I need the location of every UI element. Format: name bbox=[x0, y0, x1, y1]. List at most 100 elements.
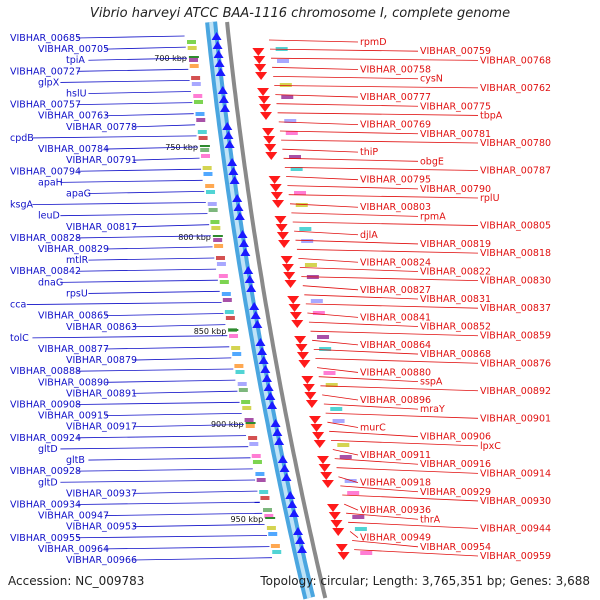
reverse-gene-arrow bbox=[295, 344, 308, 352]
left-gene-label: cca bbox=[10, 300, 26, 311]
feature-block bbox=[234, 364, 244, 368]
right-gene-label: sspA bbox=[420, 377, 443, 388]
left-leader-line bbox=[77, 268, 217, 272]
left-leader-line bbox=[133, 324, 226, 328]
reverse-gene-arrow bbox=[258, 96, 271, 104]
forward-gene-arrow bbox=[219, 104, 230, 112]
left-gene-label: VIBHAR_00865 bbox=[38, 311, 109, 322]
feature-block bbox=[352, 515, 365, 519]
forward-gene-arrow bbox=[252, 320, 263, 328]
right-gene-label: VIBHAR_00827 bbox=[360, 285, 431, 296]
left-leader-line bbox=[77, 468, 253, 472]
right-gene-label: VIBHAR_00914 bbox=[480, 468, 551, 479]
forward-gene-arrow bbox=[228, 167, 239, 175]
map-title: Vibrio harveyi ATCC BAA-1116 chromosome … bbox=[89, 6, 511, 21]
reverse-gene-arrow bbox=[254, 64, 267, 72]
left-gene-label: VIBHAR_00877 bbox=[38, 344, 109, 355]
left-gene-label: dnaG bbox=[38, 277, 63, 288]
reverse-gene-arrow bbox=[291, 320, 304, 328]
feature-block bbox=[245, 424, 255, 428]
left-gene-label: VIBHAR_00863 bbox=[66, 322, 137, 333]
right-gene-label: VIBHAR_00944 bbox=[480, 523, 551, 534]
forward-gene-arrow bbox=[281, 473, 292, 481]
feature-block bbox=[304, 263, 317, 267]
feature-block bbox=[332, 419, 345, 423]
left-leader-line bbox=[77, 401, 240, 405]
left-leader-line bbox=[77, 235, 211, 239]
feature-block bbox=[251, 454, 261, 458]
scale-label: 800 kbp bbox=[178, 233, 211, 242]
feature-block bbox=[270, 544, 280, 548]
scale-label: 950 kbp bbox=[231, 515, 264, 524]
feature-block bbox=[317, 335, 330, 339]
left-leader-line bbox=[77, 501, 260, 505]
reverse-gene-arrow bbox=[308, 416, 321, 424]
left-leader-line bbox=[77, 535, 268, 539]
forward-gene-arrow bbox=[261, 374, 272, 382]
right-leader-line bbox=[296, 248, 479, 254]
forward-gene-arrow bbox=[255, 338, 266, 346]
feature-block bbox=[231, 346, 241, 350]
forward-gene-arrow bbox=[246, 284, 257, 292]
feature-block bbox=[225, 316, 235, 320]
reverse-gene-arrow bbox=[270, 192, 283, 200]
forward-gene-arrow bbox=[287, 500, 298, 508]
right-leader-line bbox=[275, 94, 359, 98]
right-leader-line bbox=[310, 330, 479, 337]
left-gene-label: VIBHAR_00727 bbox=[10, 66, 81, 77]
right-gene-label: VIBHAR_00790 bbox=[420, 184, 491, 195]
forward-gene-arrow bbox=[214, 59, 225, 67]
feature-block bbox=[214, 244, 224, 248]
left-gene-label: VIBHAR_00791 bbox=[66, 155, 137, 166]
feature-block bbox=[290, 167, 303, 171]
left-leader-line bbox=[88, 457, 251, 461]
left-leader-line bbox=[26, 302, 222, 305]
forward-gene-arrow bbox=[212, 41, 223, 49]
right-leader-line bbox=[278, 121, 359, 126]
right-gene-label: VIBHAR_00892 bbox=[480, 386, 551, 397]
reverse-gene-arrow bbox=[294, 336, 307, 344]
left-leader-line bbox=[105, 246, 213, 250]
feature-block bbox=[301, 239, 314, 243]
feature-block bbox=[187, 46, 197, 50]
right-gene-label: VIBHAR_00864 bbox=[360, 340, 431, 351]
right-leader-line bbox=[312, 339, 359, 346]
left-gene-label: VIBHAR_00784 bbox=[38, 144, 109, 155]
feature-block bbox=[206, 190, 216, 194]
right-gene-label: rpmD bbox=[360, 37, 387, 48]
reverse-gene-arrow bbox=[257, 88, 270, 96]
feature-block bbox=[208, 208, 218, 212]
feature-block bbox=[325, 383, 338, 387]
forward-gene-arrow bbox=[293, 527, 304, 535]
feature-block bbox=[202, 166, 212, 170]
feature-block bbox=[197, 130, 207, 134]
forward-gene-arrow bbox=[260, 365, 271, 373]
forward-gene-arrow bbox=[295, 536, 305, 544]
reverse-gene-arrow bbox=[332, 528, 345, 536]
right-gene-label: VIBHAR_00831 bbox=[420, 294, 491, 305]
feature-block bbox=[200, 148, 210, 152]
feature-block bbox=[299, 227, 312, 231]
left-gene-label: VIBHAR_00891 bbox=[66, 388, 137, 399]
left-leader-line bbox=[32, 135, 197, 139]
left-gene-label: leuD bbox=[38, 211, 60, 222]
left-leader-line bbox=[77, 35, 185, 39]
right-leader-line bbox=[354, 549, 479, 557]
left-leader-line bbox=[60, 213, 208, 217]
right-gene-label: thrA bbox=[420, 514, 441, 525]
right-gene-label: rpmA bbox=[420, 211, 446, 222]
right-gene-label: VIBHAR_00901 bbox=[480, 413, 551, 424]
right-gene-label: VIBHAR_00781 bbox=[420, 129, 491, 140]
left-gene-label: VIBHAR_00947 bbox=[38, 511, 109, 522]
right-gene-label: mraY bbox=[420, 404, 445, 415]
reverse-gene-arrow bbox=[337, 552, 350, 560]
left-leader-line bbox=[32, 202, 206, 205]
feature-block bbox=[268, 532, 278, 536]
forward-gene-arrow bbox=[224, 140, 235, 148]
reverse-gene-arrow bbox=[302, 384, 315, 392]
left-gene-label: VIBHAR_00964 bbox=[38, 544, 109, 555]
right-leader-line bbox=[302, 285, 359, 291]
right-leader-line bbox=[287, 185, 419, 190]
forward-gene-arrow bbox=[227, 158, 238, 166]
left-leader-line bbox=[77, 68, 189, 72]
